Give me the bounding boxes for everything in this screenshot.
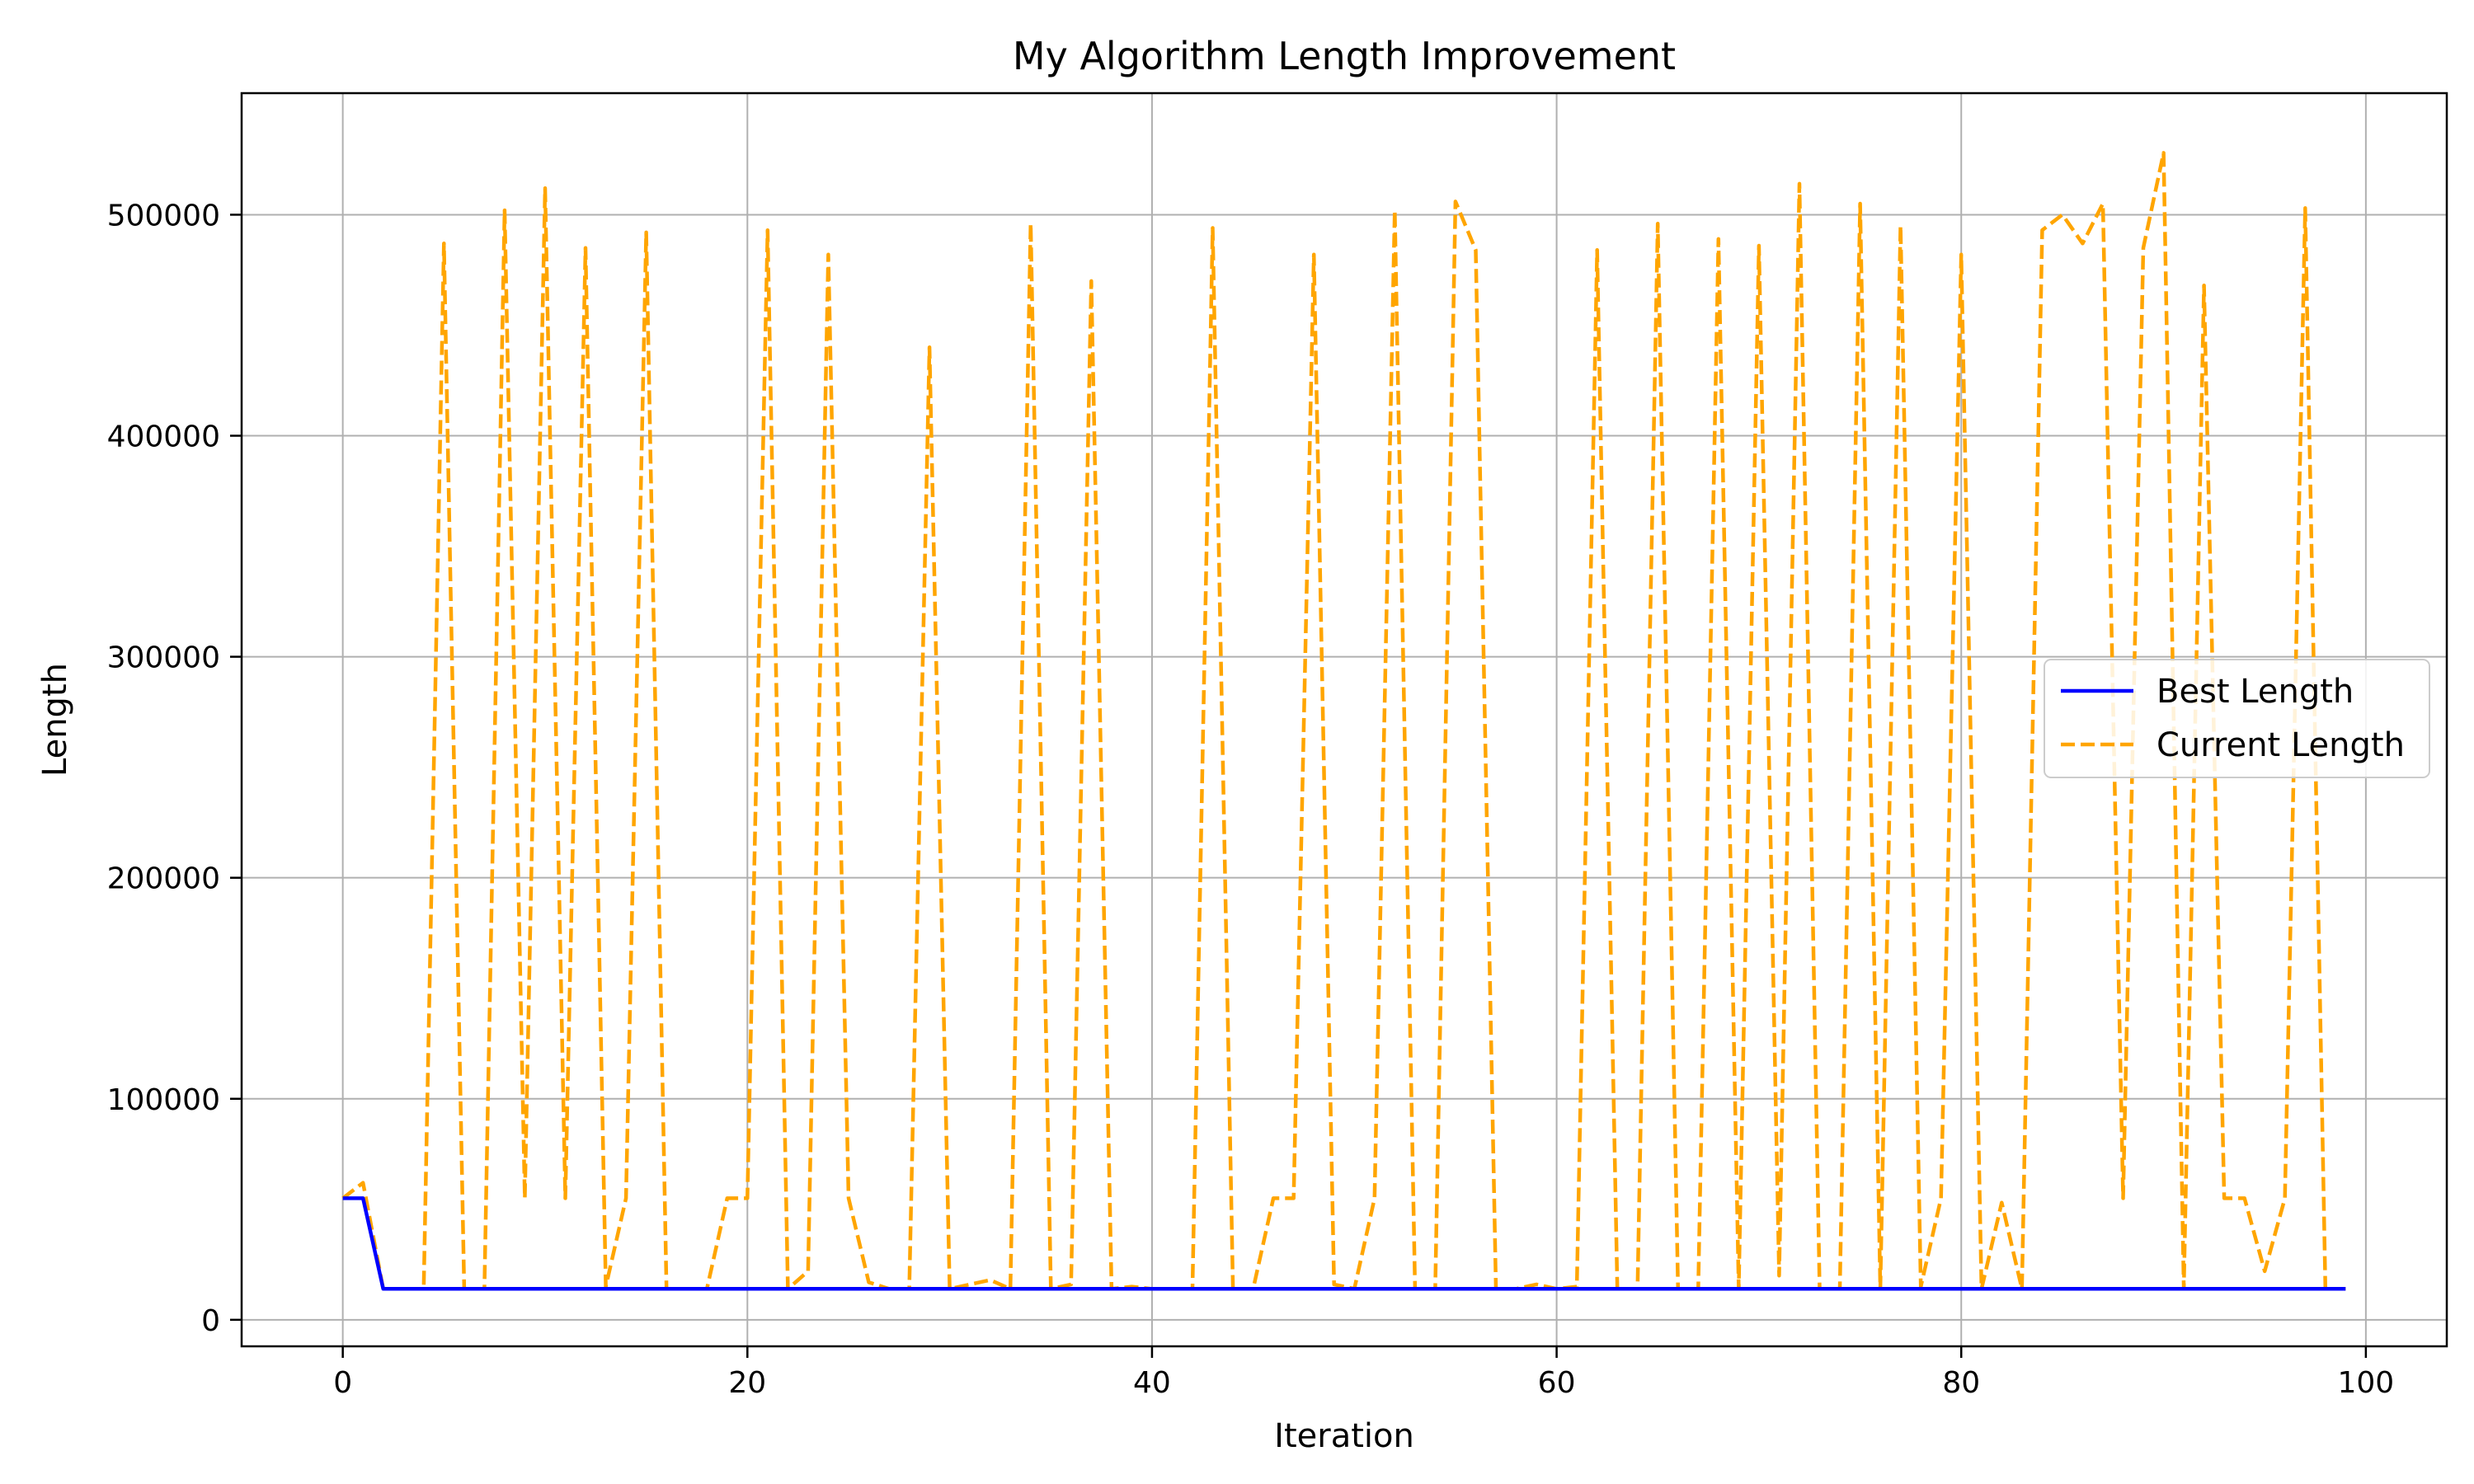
x-axis-label: Iteration bbox=[1274, 1417, 1414, 1455]
legend-label-best-length: Best Length bbox=[2157, 673, 2354, 711]
x-tick-label: 80 bbox=[1942, 1366, 1980, 1400]
x-tick-label: 0 bbox=[333, 1366, 352, 1400]
legend-label-current-length: Current Length bbox=[2157, 726, 2405, 764]
x-tick-label: 20 bbox=[728, 1366, 766, 1400]
plot-frame bbox=[240, 92, 2448, 1348]
chart-title: My Algorithm Length Improvement bbox=[1013, 34, 1676, 78]
x-tick-label: 100 bbox=[2338, 1366, 2395, 1400]
series-layer bbox=[341, 151, 2346, 1291]
grid-lines bbox=[242, 93, 2447, 1346]
series-line-current-length bbox=[341, 151, 2346, 1291]
legend: Best Length Current Length bbox=[2044, 659, 2430, 778]
x-tick-label: 40 bbox=[1133, 1366, 1171, 1400]
y-tick-label: 100000 bbox=[107, 1083, 220, 1117]
y-ticks: 0 100000 200000 300000 400000 500000 bbox=[107, 199, 242, 1338]
series-line-best-length bbox=[342, 1196, 2346, 1291]
y-axis-label: Length bbox=[36, 663, 74, 777]
y-tick-label: 300000 bbox=[107, 641, 220, 675]
y-tick-label: 500000 bbox=[107, 199, 220, 232]
y-tick-label: 400000 bbox=[107, 420, 220, 454]
y-tick-label: 0 bbox=[201, 1304, 220, 1338]
y-tick-label: 200000 bbox=[107, 862, 220, 896]
x-ticks: 0 20 40 60 80 100 bbox=[333, 1346, 2394, 1400]
legend-box bbox=[2044, 659, 2430, 778]
x-tick-label: 60 bbox=[1538, 1366, 1576, 1400]
